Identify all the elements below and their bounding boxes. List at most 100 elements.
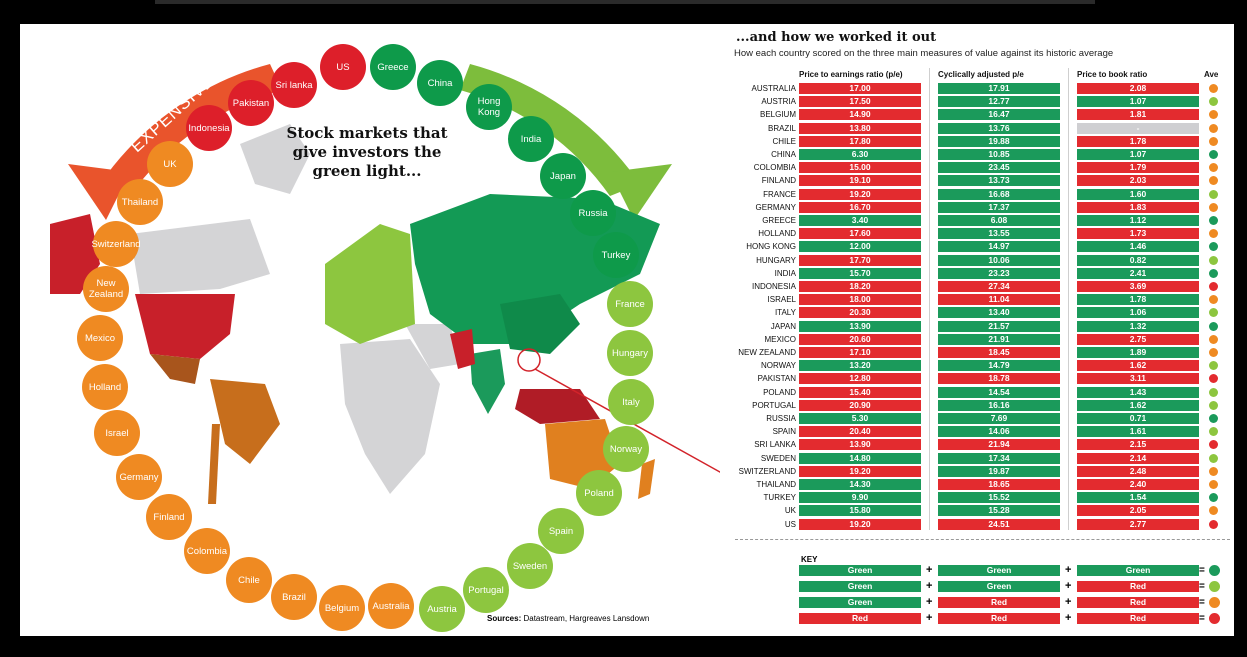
pb-cell: 1.62 <box>1077 399 1199 411</box>
plus-sign: + <box>926 612 933 624</box>
key-cell: Green <box>938 565 1060 576</box>
pb-cell: 1.73 <box>1077 228 1199 240</box>
average-dot <box>1209 453 1218 463</box>
pb-cell: 1.46 <box>1077 241 1199 253</box>
cape-cell: 16.47 <box>938 109 1060 121</box>
table-row: NEW ZEALAND 17.10 18.45 1.89 <box>732 347 1234 358</box>
country-name: POLAND <box>763 387 796 397</box>
average-dot <box>1209 374 1218 384</box>
pb-cell: 2.14 <box>1077 452 1199 464</box>
land-nz <box>638 459 655 499</box>
pe-cell: 13.90 <box>799 320 921 332</box>
cape-cell: 6.08 <box>938 215 1060 226</box>
cape-cell: 14.97 <box>938 241 1060 253</box>
table-row: CHINA 6.30 10.85 1.07 <box>732 149 1234 160</box>
land-usa <box>135 294 235 359</box>
country-bubble: Sri lanka <box>271 62 317 108</box>
cape-cell: 21.94 <box>938 439 1060 451</box>
table-row: POLAND 15.40 14.54 1.43 <box>732 386 1234 398</box>
average-dot <box>1209 361 1218 371</box>
country-bubble: Norway <box>603 426 649 472</box>
table-row: UK 15.80 15.28 2.05 <box>732 505 1234 517</box>
sources-value: Datastream, Hargreaves Lansdown <box>523 614 650 623</box>
pe-cell: 13.90 <box>799 439 921 451</box>
pb-cell: 1.79 <box>1077 162 1199 174</box>
country-name: SWITZERLAND <box>738 466 796 476</box>
land-canada <box>130 219 270 294</box>
sources-note: Sources: Datastream, Hargreaves Lansdown <box>487 614 649 623</box>
key-cell: Red <box>1077 613 1199 624</box>
average-dot <box>1209 466 1218 476</box>
key-cell: Green <box>938 581 1060 592</box>
country-bubble: Switzerland <box>91 221 141 267</box>
pb-cell: - <box>1077 122 1199 134</box>
country-name: COLOMBIA <box>753 163 796 173</box>
country-bubble: Portugal <box>463 567 509 613</box>
country-name: HUNGARY <box>756 255 796 265</box>
pb-cell: 2.08 <box>1077 83 1199 94</box>
pe-cell: 5.30 <box>799 413 921 424</box>
pb-cell: 2.15 <box>1077 439 1199 451</box>
country-bubble: Russia <box>570 190 616 236</box>
average-dot <box>1209 308 1218 318</box>
table-title: ...and how we worked it out <box>736 30 937 45</box>
country-name: US <box>784 519 796 529</box>
land-europe <box>325 224 415 344</box>
table-row: AUSTRALIA 17.00 17.91 2.08 <box>732 83 1234 94</box>
pe-cell: 6.30 <box>799 149 921 160</box>
pb-cell: 1.43 <box>1077 386 1199 398</box>
country-bubble: US <box>320 44 366 90</box>
table-row: NORWAY 13.20 14.79 1.62 <box>732 360 1234 372</box>
average-dot <box>1209 334 1218 344</box>
country-name: GERMANY <box>755 202 796 212</box>
country-bubble: Chile <box>226 557 272 603</box>
country-bubble: Spain <box>538 508 584 554</box>
header-pb: Price to book ratio <box>1077 70 1148 79</box>
cape-cell: 21.57 <box>938 320 1060 332</box>
country-name: INDONESIA <box>751 282 796 291</box>
plus-sign: + <box>1065 564 1072 576</box>
average-dot <box>1209 110 1218 120</box>
pb-cell: 1.07 <box>1077 96 1199 108</box>
window-top-strip <box>155 0 1095 4</box>
key-result-dot <box>1209 565 1220 576</box>
headline: Stock markets that give investors the gr… <box>286 124 448 180</box>
table-row: THAILAND 14.30 18.65 2.40 <box>732 479 1234 490</box>
average-dot <box>1209 295 1218 305</box>
pe-cell: 15.00 <box>799 162 921 174</box>
country-bubble: Holland <box>82 364 128 410</box>
equals-sign: = <box>1199 613 1205 624</box>
pb-cell: 3.69 <box>1077 281 1199 292</box>
pe-cell: 17.70 <box>799 254 921 266</box>
land-greenland <box>240 124 310 194</box>
pb-cell: 2.05 <box>1077 505 1199 517</box>
plus-sign: + <box>1065 580 1072 592</box>
average-dot <box>1209 97 1218 107</box>
pb-cell: 1.61 <box>1077 426 1199 438</box>
table-row: GREECE 3.40 6.08 1.12 <box>732 215 1234 226</box>
country-bubble: Mexico <box>77 315 123 361</box>
table-row: CHILE 17.80 19.88 1.78 <box>732 135 1234 147</box>
key-row: Green + Green + Green = <box>732 565 1234 576</box>
pb-cell: 2.75 <box>1077 333 1199 345</box>
table-row: BRAZIL 13.80 13.76 - <box>732 122 1234 134</box>
country-bubble: France <box>607 281 653 327</box>
key-divider <box>735 539 1230 540</box>
key-row: Green + Green + Red = <box>732 581 1234 592</box>
pb-cell: 2.48 <box>1077 465 1199 477</box>
country-name: RUSSIA <box>766 414 796 423</box>
plus-sign: + <box>1065 612 1072 624</box>
cape-cell: 17.37 <box>938 201 1060 213</box>
key-cell: Green <box>1077 565 1199 576</box>
table-row: RUSSIA 5.30 7.69 0.71 <box>732 413 1234 424</box>
pb-cell: 1.62 <box>1077 360 1199 372</box>
country-bubble: Poland <box>576 470 622 516</box>
country-name: AUSTRALIA <box>751 84 796 93</box>
pe-cell: 18.20 <box>799 281 921 292</box>
country-name: UK <box>784 506 796 516</box>
pe-cell: 13.20 <box>799 360 921 372</box>
plus-sign: + <box>926 580 933 592</box>
pb-cell: 0.82 <box>1077 254 1199 266</box>
pb-cell: 2.77 <box>1077 518 1199 530</box>
pe-cell: 15.80 <box>799 505 921 517</box>
